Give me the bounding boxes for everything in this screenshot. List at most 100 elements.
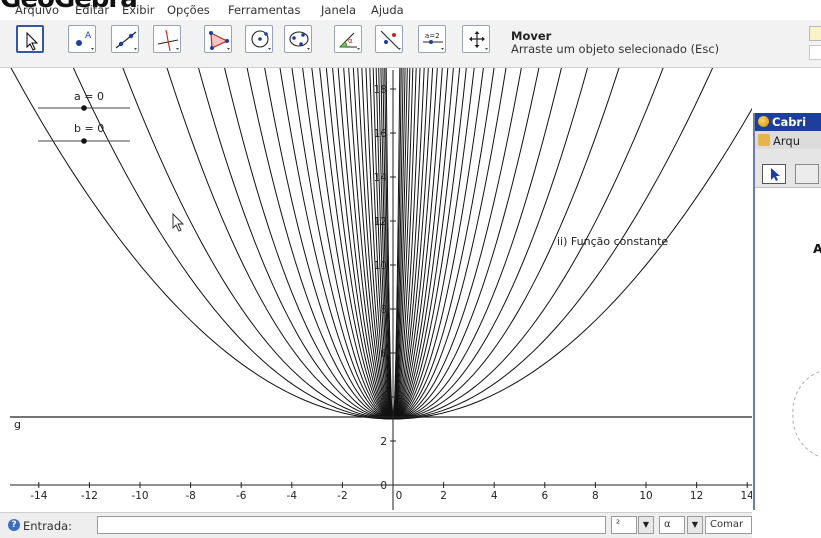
y-axis-ticks: 0 2 4 6 8 10 12 14 16 18: [374, 84, 396, 492]
reflect-icon: [380, 30, 401, 50]
line-icon: [115, 31, 137, 50]
cabri-partial-text: A: [813, 241, 821, 256]
input-label: Entrada:: [23, 519, 73, 533]
slider-badge: a=2: [425, 32, 440, 40]
y-tick-label: 16: [374, 128, 388, 140]
line-label-g: g: [14, 418, 21, 431]
x-tick-label: -10: [131, 490, 148, 502]
y-tick-label: 10: [374, 260, 387, 272]
polygon-icon: [209, 31, 230, 50]
window-titlebar: [0, 0, 821, 5]
cabri-logo-icon: [758, 116, 769, 127]
x-tick-label: -2: [337, 490, 347, 502]
perpendicular-icon: [157, 29, 179, 52]
cabri-menu-bar: Arqu: [755, 131, 821, 149]
angle-icon: α: [339, 32, 360, 50]
redo-icon[interactable]: [809, 45, 821, 60]
menu-exibir[interactable]: Exibir: [122, 3, 155, 17]
point-tool-button[interactable]: A: [68, 25, 96, 53]
cabri-window[interactable]: Cabri Arqu A: [753, 113, 821, 510]
alpha-selector[interactable]: α: [659, 516, 685, 534]
slider-a-handle[interactable]: [81, 105, 87, 111]
circle-icon: [251, 30, 271, 50]
cursor-arrow-icon: [26, 31, 39, 51]
menu-bar: Arquivo Editar Exibir Opções Ferramentas…: [0, 3, 821, 19]
cabri-arrow-icon: [771, 168, 780, 181]
menu-ajuda[interactable]: Ajuda: [371, 3, 404, 17]
x-tick-label: 2: [440, 490, 447, 502]
tool-title: Mover: [511, 29, 552, 43]
y-tick-label: 6: [380, 348, 387, 360]
slider-b-label: b = 0: [74, 122, 104, 135]
point-badge: A: [85, 31, 92, 41]
x-tick-label: -12: [81, 490, 98, 502]
line-tool-button[interactable]: [111, 25, 139, 53]
command-selector[interactable]: Comar: [705, 516, 752, 534]
menu-editar[interactable]: Editar: [75, 3, 110, 17]
move-tool-button[interactable]: [16, 25, 44, 53]
graph-canvas[interactable]: -14 -12 -10 -8 -6 -4 -2 0 2 4 6 8 10 12 14 0 2 4 6 8 10 12 14…: [0, 55, 782, 510]
reflect-tool-button[interactable]: [375, 25, 403, 53]
window-title: GeoGebra: [0, 0, 138, 14]
slider-b-handle[interactable]: [81, 138, 87, 144]
y-tick-label: 2: [380, 436, 387, 448]
circle-tool-button[interactable]: [245, 25, 273, 53]
angle-tool-button[interactable]: α: [334, 25, 362, 53]
x-tick-label: 10: [639, 490, 652, 502]
exponent-selector[interactable]: ²: [611, 516, 637, 534]
x-tick-label: 8: [592, 490, 599, 502]
input-field[interactable]: [97, 516, 606, 534]
cabri-menu-arquivo[interactable]: Arqu: [773, 134, 800, 148]
cabri-toolbar: [755, 149, 821, 188]
alpha-dropdown-button[interactable]: ▼: [687, 516, 703, 534]
menu-janela[interactable]: Janela: [321, 3, 357, 17]
alpha-value: α: [664, 519, 671, 530]
x-tick-label: 0: [396, 490, 403, 502]
x-tick-label: 6: [541, 490, 548, 502]
exponent-value: ²: [616, 519, 621, 530]
menu-arquivo[interactable]: Arquivo: [15, 3, 60, 17]
menu-ferramentas[interactable]: Ferramentas: [228, 3, 301, 17]
undo-icon[interactable]: [809, 26, 821, 41]
cabri-title: Cabri: [772, 115, 807, 129]
cabri-pointer-tool[interactable]: [762, 164, 786, 184]
menu-opcoes[interactable]: Opções: [167, 3, 210, 17]
x-tick-label: -4: [287, 490, 298, 502]
conic-tool-button[interactable]: [284, 25, 312, 53]
x-tick-label: 12: [690, 490, 703, 502]
mouse-pointer-icon: [172, 212, 185, 232]
help-icon[interactable]: ?: [8, 519, 20, 531]
cabri-file-icon: [758, 134, 770, 146]
tool-description: Arraste um objeto selecionado (Esc): [511, 42, 720, 56]
cabri-drawing: [792, 370, 821, 458]
graphics-view[interactable]: -14 -12 -10 -8 -6 -4 -2 0 2 4 6 8 10 12 14 0 2 4 6 8 10 12 14…: [0, 55, 782, 510]
exponent-dropdown-button[interactable]: ▼: [638, 516, 654, 534]
x-tick-label: 4: [491, 490, 498, 502]
x-tick-label: 14: [741, 490, 752, 502]
toolbar: A: [0, 20, 821, 68]
x-axis-ticks: -14 -12 -10 -8 -6 -4 -2 0 2 4 6 8 10 12 14: [30, 482, 754, 502]
polygon-tool-button[interactable]: [204, 25, 232, 53]
cabri-titlebar[interactable]: Cabri: [755, 113, 821, 131]
function-annotation: ii) Função constante: [557, 235, 668, 248]
y-tick-label: 0: [380, 480, 387, 492]
x-tick-label: -14: [30, 490, 47, 502]
y-tick-label: 12: [374, 216, 387, 228]
point-a-icon: A: [76, 31, 94, 50]
move-view-tool-button[interactable]: [462, 25, 490, 53]
y-tick-label: 4: [380, 392, 387, 404]
y-tick-label: 14: [374, 172, 388, 184]
input-bar: ? Entrada: ² ▼ α ▼ Comar: [0, 512, 752, 538]
y-tick-label: 18: [374, 84, 387, 96]
y-tick-label: 8: [380, 304, 387, 316]
move-view-icon: [469, 31, 488, 50]
slider-icon: a=2: [423, 32, 444, 50]
command-label: Comar: [710, 519, 744, 530]
x-tick-label: -8: [185, 490, 195, 502]
perpendicular-tool-button[interactable]: [153, 25, 181, 53]
svg-text:α: α: [348, 37, 353, 45]
conic-icon: [289, 31, 310, 50]
slider-a-label: a = 0: [74, 90, 104, 103]
slider-tool-button[interactable]: a=2: [418, 25, 446, 53]
cabri-point-tool[interactable]: [795, 164, 819, 184]
